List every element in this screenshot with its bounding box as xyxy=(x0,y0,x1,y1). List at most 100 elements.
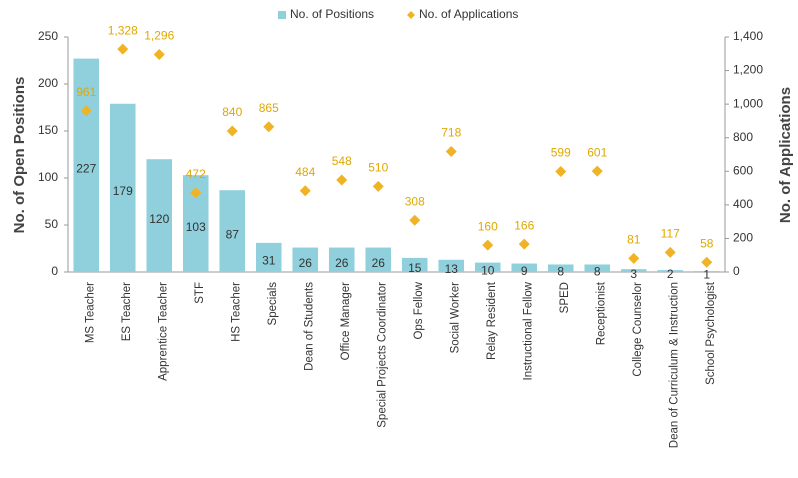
bar-value-label: 31 xyxy=(262,254,276,268)
bar-value-label: 10 xyxy=(481,263,495,277)
x-tick-label: ES Teacher xyxy=(121,282,133,341)
x-tick-label: Dean of Curriculum & Instruction xyxy=(668,282,680,448)
application-value-label: 308 xyxy=(405,194,425,208)
bar xyxy=(365,247,392,272)
x-tick-label: Specials xyxy=(267,282,279,326)
diamond-marker xyxy=(190,187,202,199)
application-value-label: 117 xyxy=(661,227,680,241)
application-value-label: 58 xyxy=(700,236,714,250)
x-tick-label: HS Teacher xyxy=(230,282,242,342)
diamond-marker xyxy=(117,43,129,55)
diamond-marker xyxy=(628,252,640,264)
bar xyxy=(584,264,611,272)
bar xyxy=(511,263,538,272)
bar xyxy=(474,262,501,272)
x-tick-label: Ops Fellow xyxy=(413,281,425,339)
y2-tick-label: 1,400 xyxy=(733,29,763,43)
diamond-marker xyxy=(153,48,165,60)
diamond-marker xyxy=(226,125,238,137)
y2-tick-label: 200 xyxy=(733,231,753,245)
y-tick-label: 0 xyxy=(51,264,58,278)
x-tick-label: Instructional Fellow xyxy=(522,281,534,380)
diamond-marker xyxy=(591,165,603,177)
x-tick-label: Office Manager xyxy=(340,282,352,361)
x-tick-label: Apprentice Teacher xyxy=(157,282,169,381)
y2-tick-label: 600 xyxy=(733,163,753,177)
x-tick-label: School Psychologist xyxy=(705,281,717,385)
bar xyxy=(438,259,465,272)
application-value-label: 548 xyxy=(332,154,352,168)
bar-value-label: 13 xyxy=(445,262,459,276)
bar-value-label: 227 xyxy=(76,161,96,175)
diamond-marker xyxy=(445,145,457,157)
bar-value-label: 8 xyxy=(557,264,564,278)
application-value-label: 81 xyxy=(627,233,641,247)
bar-value-label: 1 xyxy=(703,268,710,282)
bar xyxy=(109,103,136,273)
x-tick-label: Special Projects Coordinator xyxy=(376,282,388,428)
y-tick-label: 50 xyxy=(45,217,59,231)
x-tick-label: MS Teacher xyxy=(84,282,96,343)
x-tick-label: SPED xyxy=(559,282,571,313)
y-tick-label: 250 xyxy=(38,29,58,43)
y2-tick-label: 800 xyxy=(733,130,753,144)
application-value-label: 166 xyxy=(514,218,534,232)
diamond-marker xyxy=(482,239,494,251)
y-tick-label: 200 xyxy=(38,76,58,90)
legend-label: No. of Applications xyxy=(419,7,518,21)
y2-tick-label: 0 xyxy=(733,264,740,278)
application-value-label: 484 xyxy=(295,165,315,179)
bar-value-label: 9 xyxy=(521,264,528,278)
bar xyxy=(547,264,574,272)
y2-tick-label: 400 xyxy=(733,197,753,211)
bar xyxy=(401,257,428,272)
diamond-marker xyxy=(263,121,275,133)
bar-value-label: 179 xyxy=(113,184,133,198)
bar-value-label: 26 xyxy=(372,256,386,270)
bar xyxy=(146,159,173,272)
application-value-label: 599 xyxy=(551,146,571,160)
y2-axis-label: No. of Applications xyxy=(777,87,794,223)
diamond-marker xyxy=(701,256,713,268)
application-value-label: 840 xyxy=(222,105,242,119)
x-tick-label: STF xyxy=(194,282,206,304)
bar-value-label: 103 xyxy=(186,220,206,234)
y2-tick-label: 1,000 xyxy=(733,96,763,110)
application-value-label: 1,328 xyxy=(108,23,138,37)
bar-value-label: 15 xyxy=(408,261,422,275)
legend-label: No. of Positions xyxy=(290,7,374,21)
application-value-label: 718 xyxy=(441,126,461,140)
diamond-marker xyxy=(336,174,348,186)
application-value-label: 961 xyxy=(76,85,96,99)
y2-tick-label: 1,200 xyxy=(733,63,763,77)
application-value-label: 510 xyxy=(368,161,388,175)
bar xyxy=(657,270,684,272)
y-tick-label: 100 xyxy=(38,170,58,184)
application-value-label: 1,296 xyxy=(144,29,174,43)
x-tick-label: Receptionist xyxy=(595,281,607,345)
bar xyxy=(693,271,720,272)
x-tick-label: Relay Resident xyxy=(486,281,498,360)
bar xyxy=(219,190,246,272)
bar-value-label: 87 xyxy=(226,227,240,241)
bar xyxy=(292,247,319,272)
bar-value-label: 3 xyxy=(630,267,637,281)
y-axis-label: No. of Open Positions xyxy=(11,77,28,234)
application-value-label: 601 xyxy=(587,145,607,159)
bar-value-label: 120 xyxy=(149,212,169,226)
application-value-label: 472 xyxy=(186,167,206,181)
diamond-marker xyxy=(80,105,92,117)
legend-swatch xyxy=(278,11,286,19)
bar-value-label: 2 xyxy=(667,267,674,281)
bar-value-label: 8 xyxy=(594,264,601,278)
diamond-marker xyxy=(664,246,676,258)
diamond-marker xyxy=(518,238,530,250)
application-value-label: 160 xyxy=(478,219,498,233)
x-tick-label: Social Worker xyxy=(449,282,461,354)
bar xyxy=(73,58,100,273)
bar xyxy=(255,242,282,272)
x-tick-label: College Counselor xyxy=(632,282,644,377)
application-value-label: 865 xyxy=(259,101,279,115)
diamond-marker xyxy=(555,165,567,177)
